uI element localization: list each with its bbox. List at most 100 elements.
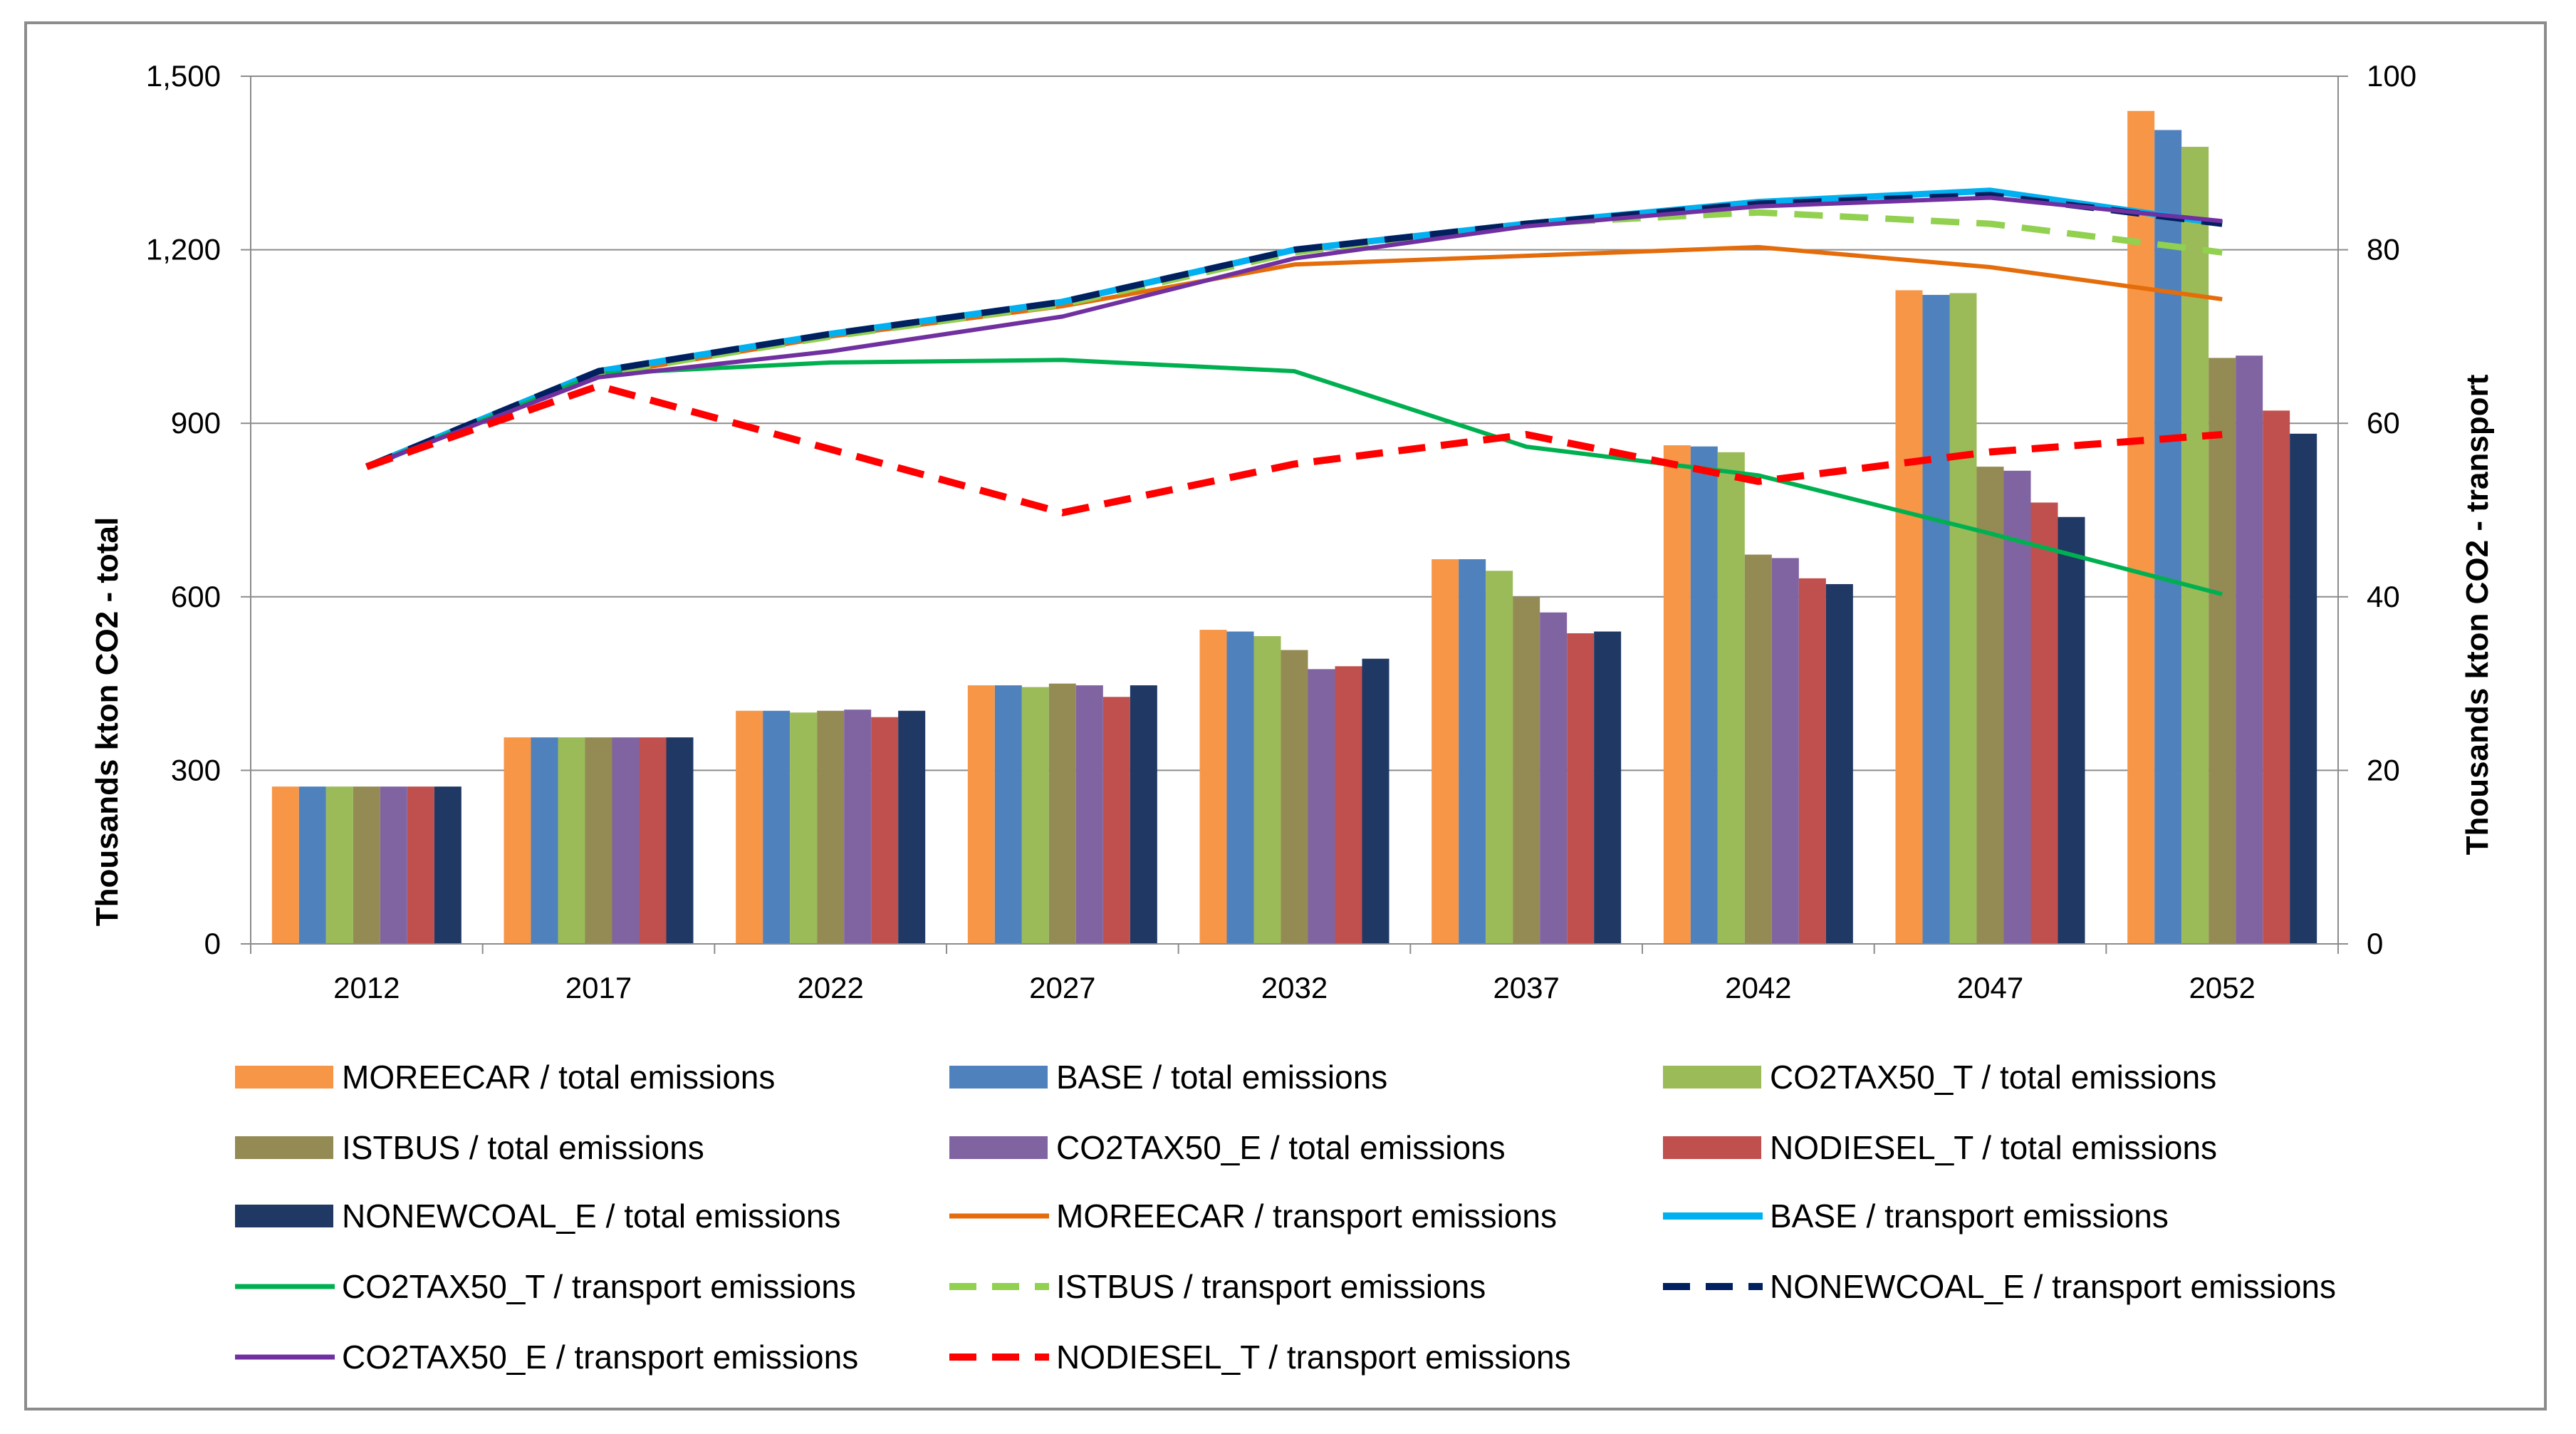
y2-tick-label: 20	[2367, 753, 2400, 786]
bar	[2058, 516, 2085, 944]
legend-swatch	[235, 1205, 333, 1227]
y-tick-label: 0	[204, 927, 221, 960]
legend-label: ISTBUS / transport emissions	[1056, 1268, 1486, 1305]
bar	[2127, 110, 2155, 945]
bar	[531, 737, 558, 944]
x-tick-label: 2042	[1725, 971, 1791, 1004]
y2-axis-title: Thousands kton CO2 - transport	[2460, 374, 2495, 855]
axes: 0 300 600 900 1,200 1,500 0 20 40 60 80 100 2012 2017…	[146, 59, 2416, 1004]
bar	[1048, 683, 1076, 944]
x-tick-label: 2052	[2189, 971, 2255, 1004]
legend-label: NODIESEL_T / total emissions	[1770, 1129, 2217, 1166]
bar	[558, 737, 585, 944]
y-axis-title: Thousands kton CO2 - total	[90, 517, 125, 926]
bar	[1717, 452, 1745, 944]
x-tick-label: 2037	[1493, 971, 1559, 1004]
bar	[1976, 467, 2004, 944]
bar	[1130, 685, 1157, 944]
bar	[1226, 631, 1254, 944]
bar	[353, 786, 380, 944]
bar	[763, 710, 791, 944]
bar	[844, 710, 872, 944]
legend-swatch	[949, 1066, 1048, 1089]
x-tick-label: 2027	[1029, 971, 1095, 1004]
y-tick-label: 600	[171, 580, 221, 613]
legend-label: NONEWCOAL_E / total emissions	[342, 1197, 840, 1235]
y2-tick-label: 80	[2367, 233, 2400, 266]
y-tick-label: 1,200	[146, 233, 221, 266]
bar	[1281, 650, 1308, 944]
legend-label: BASE / total emissions	[1056, 1059, 1387, 1096]
legend-swatch	[949, 1136, 1048, 1159]
bar	[817, 710, 845, 944]
bar	[2030, 502, 2058, 944]
x-tick-label: 2017	[565, 971, 632, 1004]
bar	[1459, 559, 1486, 944]
bar	[994, 685, 1022, 944]
legend-label: CO2TAX50_T / transport emissions	[342, 1268, 856, 1305]
bar	[2154, 130, 2182, 945]
legend-label: CO2TAX50_E / transport emissions	[342, 1339, 858, 1376]
bar	[1895, 290, 1923, 944]
y2-tick-label: 60	[2367, 406, 2400, 440]
legend-swatch	[235, 1136, 333, 1159]
bar	[1825, 583, 1853, 944]
x-tick-label: 2032	[1261, 971, 1328, 1004]
x-tick-label: 2047	[1957, 971, 2023, 1004]
legend-label: NONEWCOAL_E / transport emissions	[1770, 1268, 2336, 1305]
y-tick-label: 900	[171, 406, 221, 440]
bar	[1075, 685, 1103, 944]
bar	[1432, 559, 1459, 944]
bar	[504, 737, 531, 944]
bar	[1513, 596, 1540, 944]
legend-swatch	[1663, 1066, 1761, 1089]
bar	[1486, 571, 1513, 944]
bar	[1021, 687, 1049, 944]
legend: MOREECAR / total emissions BASE / total e…	[235, 1059, 2336, 1376]
y2-tick-label: 0	[2367, 927, 2383, 960]
bar	[1690, 446, 1718, 944]
bar	[1362, 658, 1389, 944]
bar	[434, 786, 462, 944]
bar	[967, 685, 995, 944]
bar	[1253, 636, 1281, 944]
bar	[1335, 666, 1362, 944]
bar	[271, 786, 299, 944]
bar	[898, 710, 926, 944]
y-tick-label: 300	[171, 753, 221, 786]
bar	[1922, 294, 1950, 944]
y-tick-label: 1,500	[146, 59, 221, 93]
bar	[298, 786, 326, 944]
bar	[1308, 669, 1335, 944]
bar	[407, 786, 434, 944]
legend-swatch	[235, 1066, 333, 1089]
legend-label: MOREECAR / total emissions	[342, 1059, 775, 1096]
legend-label: MOREECAR / transport emissions	[1056, 1197, 1557, 1235]
bar	[585, 737, 612, 944]
bar	[736, 710, 763, 944]
y2-tick-label: 100	[2367, 59, 2416, 93]
bar	[790, 712, 818, 944]
bar	[2236, 355, 2263, 944]
x-tick-label: 2022	[797, 971, 863, 1004]
series-line	[365, 382, 2223, 516]
bar-series	[271, 110, 2317, 945]
bar	[1567, 633, 1595, 944]
bar	[2290, 433, 2317, 944]
bar	[2181, 147, 2209, 945]
bar	[1949, 293, 1977, 944]
legend-label: ISTBUS / total emissions	[342, 1129, 704, 1166]
bar	[325, 786, 353, 944]
bar	[666, 737, 694, 944]
legend-label: CO2TAX50_T / total emissions	[1770, 1059, 2216, 1096]
bar	[1199, 630, 1227, 944]
bar	[1594, 631, 1622, 944]
bar	[639, 737, 667, 944]
bar	[380, 786, 407, 944]
bar	[1663, 445, 1691, 944]
bar	[2003, 470, 2031, 944]
bar	[2209, 358, 2236, 945]
bar	[1798, 578, 1826, 944]
series-line	[365, 195, 2223, 469]
